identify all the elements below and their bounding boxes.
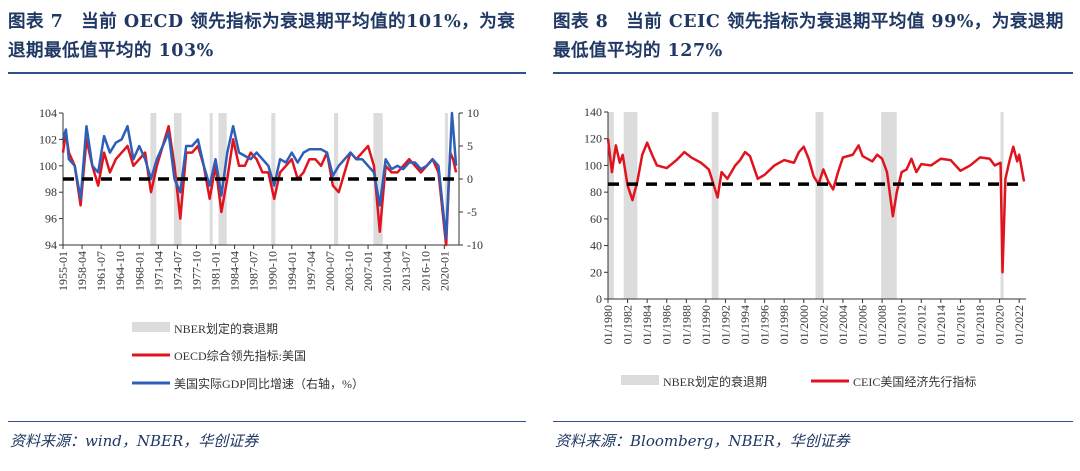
x-tick-label: 01/2014 bbox=[934, 305, 948, 344]
y-tick-label: 120 bbox=[584, 132, 602, 146]
x-tick-label: 01/1988 bbox=[679, 305, 693, 344]
right-source-rule bbox=[553, 421, 1073, 422]
legend-swatch-recession bbox=[132, 322, 170, 332]
x-tick-label: 01/1994 bbox=[738, 305, 752, 344]
series-line bbox=[61, 111, 458, 240]
series-line bbox=[61, 124, 458, 247]
x-tick-label: 1981-01 bbox=[209, 251, 223, 291]
y2-tick-label: 10 bbox=[467, 106, 479, 120]
y2-tick-label: 0 bbox=[467, 172, 473, 186]
x-tick-label: 2003-10 bbox=[342, 251, 356, 291]
recession-band bbox=[373, 113, 383, 245]
x-tick-label: 2020-01 bbox=[437, 251, 451, 291]
y-tick-label: 0 bbox=[596, 292, 602, 306]
y-tick-label: 100 bbox=[39, 159, 57, 173]
x-tick-label: 01/1998 bbox=[777, 305, 791, 344]
x-tick-label: 2000-07 bbox=[323, 251, 337, 291]
legend-label: OECD综合领先指标:美国 bbox=[174, 348, 306, 363]
x-tick-label: 1961-07 bbox=[94, 251, 108, 291]
recession-band bbox=[815, 112, 824, 299]
x-tick-label: 01/1980 bbox=[601, 305, 615, 344]
left-source: 资料来源：wind，NBER，华创证券 bbox=[10, 432, 259, 450]
x-tick-label: 01/1990 bbox=[699, 305, 713, 344]
recession-band bbox=[711, 112, 719, 299]
x-tick-label: 01/1984 bbox=[640, 305, 654, 344]
x-tick-label: 1955-01 bbox=[56, 251, 70, 291]
y2-tick-label: 5 bbox=[467, 139, 473, 153]
x-tick-label: 01/2012 bbox=[914, 305, 928, 344]
x-tick-label: 1974-07 bbox=[170, 251, 184, 291]
x-tick-label: 1994-01 bbox=[285, 251, 299, 291]
x-tick-label: 1971-04 bbox=[151, 251, 165, 291]
x-tick-label: 01/1996 bbox=[758, 305, 772, 344]
x-tick-label: 1958-04 bbox=[75, 251, 89, 291]
y-tick-label: 100 bbox=[584, 158, 602, 172]
x-tick-label: 01/2006 bbox=[856, 305, 870, 344]
legend-label: 美国实际GDP同比增速（右轴，%） bbox=[174, 376, 364, 391]
x-tick-label: 1997-04 bbox=[304, 251, 318, 291]
x-tick-label: 01/2004 bbox=[836, 305, 850, 344]
x-tick-label: 1964-10 bbox=[113, 251, 127, 291]
x-tick-label: 01/2018 bbox=[973, 305, 987, 344]
legend-label: CEIC美国经济先行指标 bbox=[853, 374, 976, 389]
left-source-rule bbox=[8, 421, 526, 422]
right-source: 资料来源：Bloomberg，NBER，华创证券 bbox=[555, 432, 850, 450]
right-chart-title: 图表 8 当前 CEIC 领先指标为衰退期平均值 99%，为衰退期最低值平均的 … bbox=[553, 12, 1064, 61]
recession-band bbox=[881, 112, 897, 299]
recession-band bbox=[623, 112, 638, 299]
x-tick-label: 01/2002 bbox=[816, 305, 830, 344]
legend-label: NBER划定的衰退期 bbox=[174, 321, 278, 336]
x-tick-label: 1977-10 bbox=[189, 251, 203, 291]
y-tick-label: 104 bbox=[39, 106, 57, 120]
recession-band bbox=[608, 112, 614, 299]
y-tick-label: 96 bbox=[45, 212, 57, 226]
x-tick-label: 2016-10 bbox=[418, 251, 432, 291]
y2-tick-label: -5 bbox=[467, 205, 477, 219]
legend-label: NBER划定的衰退期 bbox=[663, 374, 767, 389]
y-tick-label: 140 bbox=[584, 105, 602, 119]
y2-tick-label: -10 bbox=[467, 238, 483, 252]
series-line bbox=[606, 138, 1026, 274]
x-tick-label: 1987-07 bbox=[247, 251, 261, 291]
x-tick-label: 01/2016 bbox=[953, 305, 967, 344]
x-tick-label: 2010-04 bbox=[380, 251, 394, 291]
right-title-rule bbox=[553, 72, 1073, 74]
y-tick-label: 80 bbox=[590, 185, 602, 199]
x-tick-label: 01/2022 bbox=[1012, 305, 1026, 344]
y-tick-label: 60 bbox=[590, 212, 602, 226]
y-tick-label: 102 bbox=[39, 132, 57, 146]
x-tick-label: 1968-01 bbox=[132, 251, 146, 291]
x-tick-label: 1990-10 bbox=[266, 251, 280, 291]
x-tick-label: 01/2008 bbox=[875, 305, 889, 344]
y-tick-label: 20 bbox=[590, 265, 602, 279]
y-tick-label: 94 bbox=[45, 238, 57, 252]
x-tick-label: 1984-04 bbox=[228, 251, 242, 291]
y-tick-label: 40 bbox=[590, 239, 602, 253]
x-tick-label: 01/2000 bbox=[797, 305, 811, 344]
left-title-rule bbox=[8, 72, 526, 74]
x-tick-label: 01/1992 bbox=[718, 305, 732, 344]
left-chart-title: 图表 7 当前 OECD 领先指标为衰退期平均值的101%，为衰退期最低值平均的… bbox=[8, 12, 516, 61]
y-tick-label: 98 bbox=[45, 185, 57, 199]
x-tick-label: 2007-01 bbox=[361, 251, 375, 291]
legend-swatch-recession bbox=[621, 375, 659, 385]
x-tick-label: 01/1986 bbox=[660, 305, 674, 344]
x-tick-label: 2013-07 bbox=[399, 251, 413, 291]
x-tick-label: 01/2020 bbox=[993, 305, 1007, 344]
x-tick-label: 01/1982 bbox=[621, 305, 635, 344]
x-tick-label: 01/2010 bbox=[895, 305, 909, 344]
